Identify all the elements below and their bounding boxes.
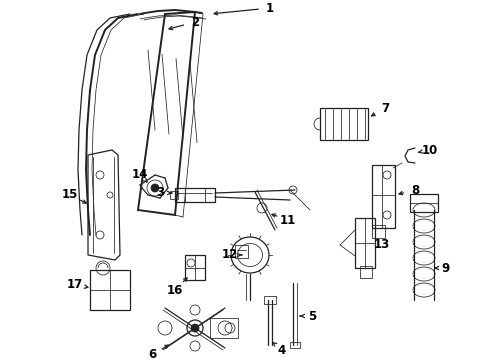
- Text: 11: 11: [280, 213, 296, 226]
- Text: 12: 12: [222, 248, 238, 261]
- Text: 14: 14: [132, 168, 148, 181]
- Text: 10: 10: [422, 144, 438, 157]
- Circle shape: [191, 324, 199, 332]
- Text: 1: 1: [266, 1, 274, 14]
- Text: 7: 7: [381, 102, 389, 114]
- Text: 4: 4: [278, 343, 286, 356]
- Text: 13: 13: [374, 238, 390, 252]
- Text: 5: 5: [308, 310, 316, 323]
- Text: 16: 16: [167, 284, 183, 297]
- Text: 9: 9: [441, 261, 449, 274]
- Circle shape: [151, 184, 159, 192]
- Text: 2: 2: [191, 15, 199, 28]
- Text: 6: 6: [148, 348, 156, 360]
- Text: 8: 8: [411, 184, 419, 197]
- Text: 17: 17: [67, 279, 83, 292]
- Text: 15: 15: [62, 189, 78, 202]
- Text: 3: 3: [156, 186, 164, 199]
